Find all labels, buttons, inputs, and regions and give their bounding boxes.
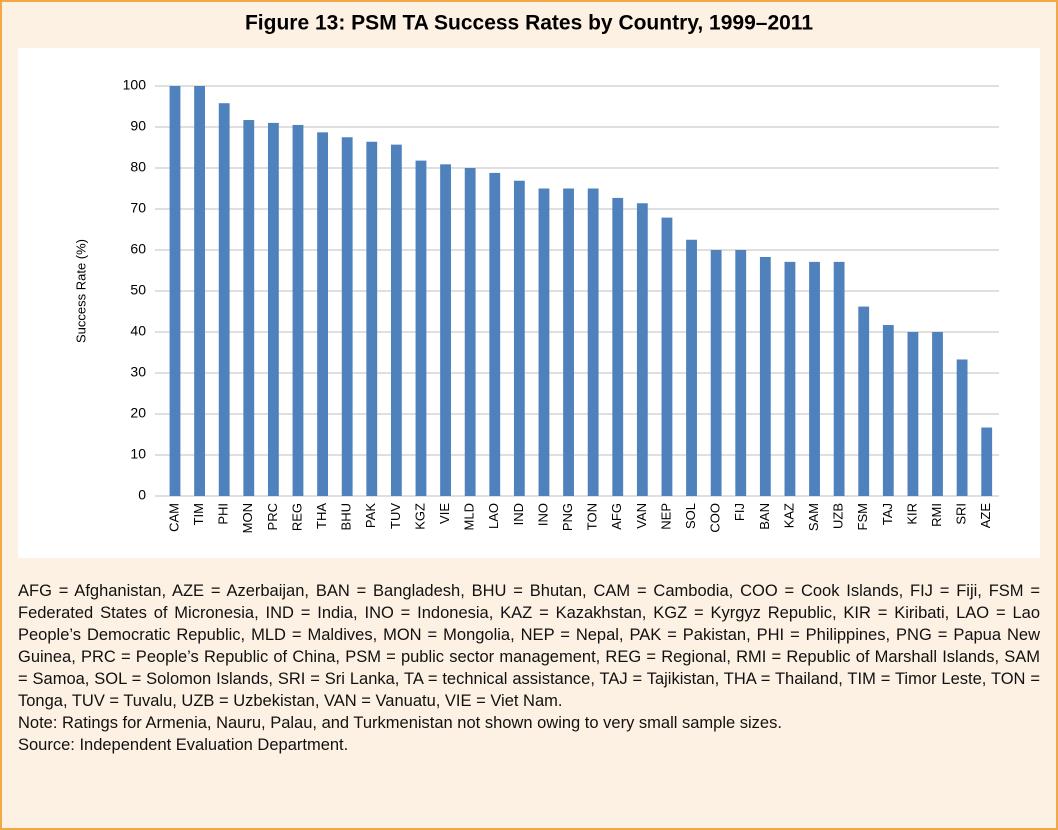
bar (981, 427, 993, 496)
bar (440, 164, 451, 496)
x-tick-label: MON (240, 503, 255, 533)
x-tick-label: TON (585, 503, 600, 530)
x-tick-label: MLD (462, 503, 477, 530)
bar (292, 124, 304, 496)
bar (587, 188, 599, 496)
x-tick-label: SAM (806, 503, 821, 531)
x-tick-label: AZE (978, 503, 993, 529)
bar (784, 261, 796, 496)
y-tick-label: 50 (130, 282, 146, 298)
x-tick-label: THA (314, 503, 329, 529)
x-tick-label: RMI (929, 503, 944, 527)
bar (858, 306, 870, 496)
x-tick-label: TIM (191, 503, 206, 525)
x-tick-label: LAO (486, 503, 501, 529)
x-tick-label: VIE (437, 503, 452, 524)
bar (612, 197, 624, 496)
abbreviations: AFG = Afghanistan, AZE = Azerbaijan, BAN… (18, 582, 1040, 710)
bar (194, 86, 206, 496)
x-tick-label: UZB (831, 503, 846, 529)
bar (169, 86, 181, 496)
y-tick-label: 90 (130, 118, 146, 134)
x-tick-label: BAN (757, 503, 772, 530)
source: Source: Independent Evaluation Departmen… (18, 736, 349, 754)
chart-area (18, 48, 1040, 558)
x-tick-label: CAM (166, 503, 181, 532)
x-tick-label: IND (511, 503, 526, 525)
x-tick-label: AFG (609, 503, 624, 530)
y-axis-label: Success Rate (%) (73, 239, 88, 343)
y-tick-label: 0 (138, 487, 146, 503)
chart: Figure 13: PSM TA Success Rates by Count… (18, 12, 1040, 558)
x-tick-label: KAZ (781, 503, 796, 528)
bar (218, 103, 230, 496)
y-tick-label: 70 (130, 200, 146, 216)
bar (513, 180, 525, 496)
x-tick-label: FIJ (732, 503, 747, 521)
y-tick-label: 80 (130, 159, 146, 175)
x-tick-label: TUV (388, 503, 403, 529)
notes: AFG = Afghanistan, AZE = Azerbaijan, BAN… (18, 580, 1040, 756)
bar (267, 122, 279, 497)
y-tick-label: 100 (123, 77, 147, 93)
x-tick-label: KIR (904, 503, 919, 525)
y-tick-label: 10 (130, 446, 146, 462)
x-tick-label: BHU (339, 503, 354, 530)
x-tick-label: PRC (265, 503, 280, 530)
x-tick-label: KGZ (412, 503, 427, 530)
x-tick-label: PNG (560, 503, 575, 531)
bar (907, 332, 919, 496)
bar (735, 250, 747, 496)
bar (710, 250, 722, 496)
x-tick-label: FSM (855, 503, 870, 530)
x-tick-label: VAN (634, 503, 649, 529)
bar (366, 141, 378, 496)
bar (636, 203, 648, 496)
x-tick-label: TAJ (880, 503, 895, 525)
bar (341, 137, 353, 496)
y-tick-label: 30 (130, 364, 146, 380)
x-tick-label: PAK (363, 503, 378, 528)
bar (489, 172, 501, 497)
bar (932, 332, 943, 496)
y-tick-label: 60 (130, 241, 146, 257)
bar (390, 144, 402, 496)
bar (686, 239, 697, 496)
x-tick-label: SOL (683, 503, 698, 529)
bar (317, 132, 328, 496)
x-tick-label: INO (535, 503, 550, 526)
bar (809, 261, 820, 496)
bar (243, 120, 255, 496)
y-tick-label: 20 (130, 405, 146, 421)
x-tick-label: SRI (954, 503, 969, 525)
bar (538, 188, 550, 496)
x-tick-label: REG (289, 503, 304, 531)
bar (415, 160, 427, 496)
x-tick-label: NEP (658, 503, 673, 530)
bar (882, 325, 894, 496)
bar (661, 217, 673, 497)
bar (563, 188, 574, 496)
bar (833, 261, 845, 496)
bar (956, 359, 968, 496)
bar (759, 256, 771, 496)
bar (464, 168, 476, 496)
note: Note: Ratings for Armenia, Nauru, Palau,… (18, 714, 782, 732)
chart-title: Figure 13: PSM TA Success Rates by Count… (245, 12, 813, 35)
y-tick-label: 40 (130, 323, 146, 339)
x-tick-label: COO (708, 503, 723, 533)
x-tick-label: PHI (216, 503, 231, 525)
